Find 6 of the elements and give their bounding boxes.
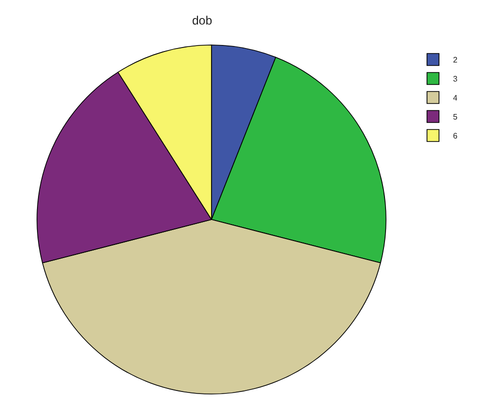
chart-title: dob — [192, 13, 212, 28]
legend-label: 6 — [453, 132, 458, 141]
legend-label: 3 — [453, 74, 458, 84]
legend-label: 4 — [453, 94, 458, 103]
legend-label: 2 — [453, 56, 458, 65]
legend-label: 5 — [453, 112, 458, 122]
